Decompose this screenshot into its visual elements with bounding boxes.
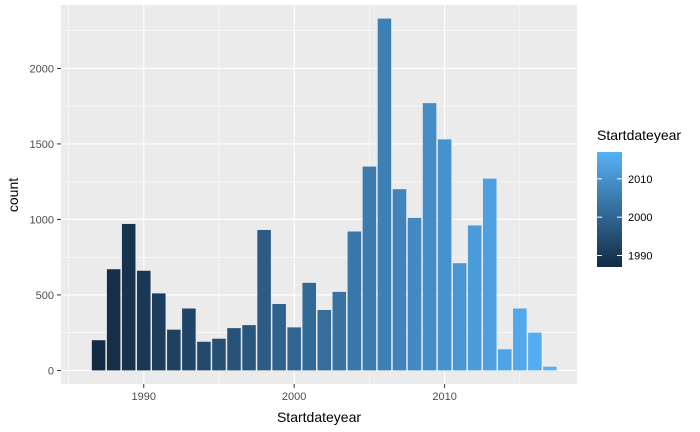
- legend-tick-label: 1990: [628, 251, 652, 263]
- bar-1993: [182, 308, 196, 371]
- legend: Startdateyear 1990 2000 2010: [597, 127, 681, 267]
- bar-1997: [242, 325, 256, 371]
- x-tick-label: 2000: [282, 391, 306, 403]
- bar-2011: [452, 263, 467, 371]
- bar-2015: [513, 308, 527, 371]
- bar-2013: [482, 178, 497, 371]
- legend-tick-label: 2010: [628, 174, 652, 186]
- bar-1999: [272, 303, 286, 371]
- legend-tick-label: 2000: [628, 212, 652, 224]
- y-tick-label: 2000: [30, 63, 54, 75]
- bar-2001: [302, 282, 316, 371]
- bar-1987: [91, 340, 106, 371]
- bar-2006: [377, 18, 392, 371]
- bar-2017: [543, 366, 557, 371]
- bar-2003: [332, 291, 347, 371]
- bar-2000: [287, 327, 301, 371]
- bar-2007: [392, 189, 407, 371]
- y-tick-label: 1000: [30, 214, 54, 226]
- bar-1994: [197, 341, 211, 371]
- bar-1995: [212, 338, 226, 371]
- bar-1990: [136, 270, 151, 371]
- y-axis: 0 500 1000 1500 2000: [30, 63, 61, 377]
- bar-2002: [317, 310, 332, 371]
- y-tick-label: 500: [36, 290, 54, 302]
- bar-2016: [528, 332, 542, 371]
- bar-2008: [407, 217, 422, 371]
- bar-1992: [167, 329, 181, 371]
- bar-1991: [152, 293, 166, 371]
- x-axis: 1990 2000 2010: [131, 384, 457, 403]
- y-tick-label: 0: [48, 365, 54, 377]
- x-tick-label: 1990: [131, 391, 155, 403]
- bar-2014: [498, 349, 512, 371]
- bar-1998: [257, 229, 271, 371]
- bar-1988: [106, 269, 121, 371]
- legend-ticks: 1990 2000 2010: [597, 174, 652, 263]
- y-axis-title: count: [5, 178, 21, 212]
- bar-1989: [121, 223, 136, 371]
- x-tick-label: 2010: [432, 391, 456, 403]
- bars: [91, 18, 557, 371]
- bar-2012: [467, 225, 482, 371]
- bar-2005: [362, 166, 377, 371]
- bar-2010: [437, 139, 452, 371]
- bar-1996: [227, 328, 241, 371]
- legend-colorbar: [597, 152, 622, 267]
- x-axis-title: Startdateyear: [277, 409, 361, 425]
- bar-2004: [347, 231, 362, 371]
- legend-title: Startdateyear: [597, 127, 681, 143]
- y-tick-label: 1500: [30, 139, 54, 151]
- bar-2009: [422, 103, 437, 371]
